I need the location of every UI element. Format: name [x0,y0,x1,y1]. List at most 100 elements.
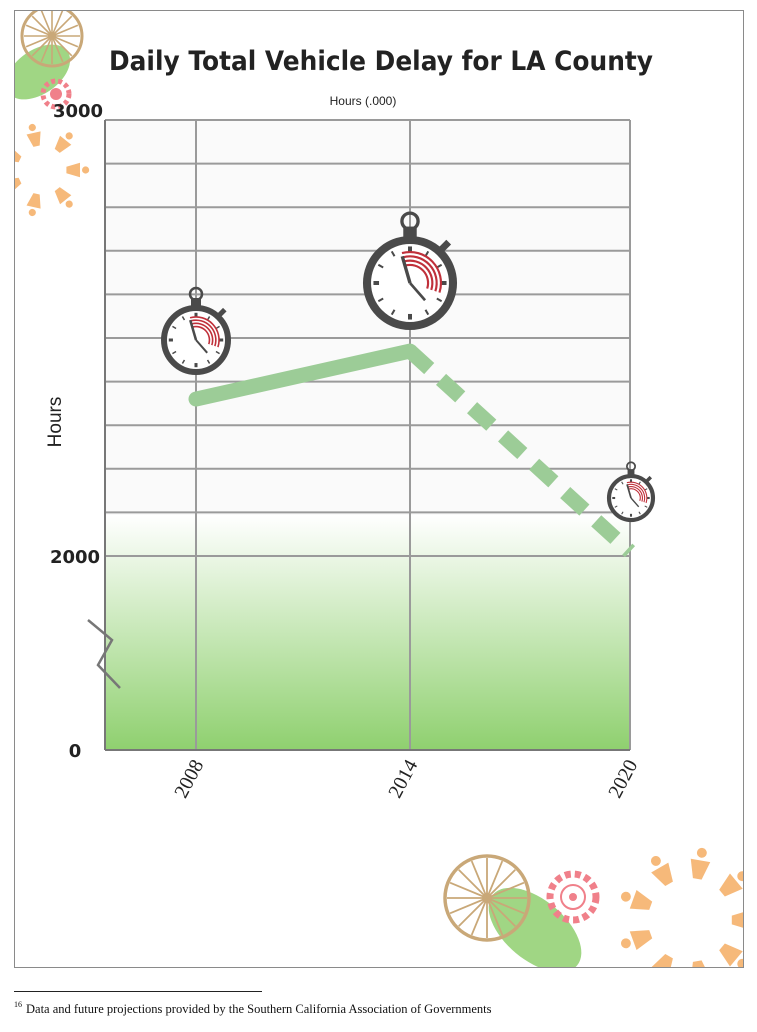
wheel-spoke [51,15,73,37]
person-figure [54,132,73,153]
stopwatch-markers [161,211,656,523]
person-body [651,953,673,967]
wheel-spoke [25,24,53,37]
stopwatch-tick [638,511,641,515]
person-body [26,131,41,147]
person-body [731,910,743,930]
person-head [0,184,8,194]
stopwatch-arc [401,250,443,293]
stopwatch-hand [630,497,640,508]
stopwatch-hand [189,319,198,341]
person-head [65,132,73,140]
person-head [82,166,90,174]
stopwatch-tick [621,481,624,485]
person-head [620,891,631,902]
stopwatch-arc [628,488,641,502]
stopwatch-tick [390,309,396,316]
stopwatch-tick [206,359,211,364]
wheel-spoke [486,881,525,899]
stopwatch-icon [606,461,656,523]
stopwatch-stem [627,469,635,475]
person-figure [650,855,673,887]
person-body [719,943,743,967]
series-segment-solid [188,343,418,407]
x-tick-label: 2014 [384,756,422,802]
x-tick-label: 2020 [604,756,642,802]
person-figure [66,162,90,178]
wheel-spoke [470,860,488,899]
leaf-shape [15,44,71,100]
person-body [54,187,72,205]
wheel-spoke [486,897,504,936]
stopwatch-tick [614,488,618,491]
stopwatch-arc [626,481,648,504]
stopwatch-arc [189,316,220,348]
wheel-spoke [458,869,488,899]
person-head [737,871,743,882]
person-head [65,200,73,208]
grid [104,119,631,751]
stopwatch-ring [188,286,204,302]
person-body [54,135,72,153]
person-figure [690,960,711,967]
stopwatch-hand [400,255,412,284]
stopwatch-tick [181,359,186,364]
stopwatch-arc [402,255,438,292]
person-figure [0,146,22,163]
wheel-spoke [486,897,516,927]
stopwatch-tick [390,250,396,257]
person-head [0,146,8,156]
person-figure [620,930,653,950]
plot-gradient-fill [105,515,630,750]
wheel-spoke [40,35,53,63]
person-figure [620,890,653,910]
gear-icon [546,870,600,924]
person-figure [26,123,41,147]
person-figure [0,177,22,194]
stopwatch-tick [181,316,186,321]
person-figure [649,953,673,986]
wheel-spoke [486,869,516,899]
y-tick-labels: 0 2000 3000 [50,101,103,762]
person-body [651,862,673,887]
wheel-spoke [51,35,64,63]
stopwatch-stem [191,298,201,306]
stopwatch-icon [161,286,231,375]
wheel-spoke [25,35,53,48]
stopwatch-arc [192,325,211,345]
stopwatch-arc [627,483,646,503]
footnote-text: Data and future projections provided by … [26,1002,492,1016]
x-tick-labels: 2008 2014 2020 [170,756,642,802]
decor-bottom-right [443,847,743,986]
stopwatch-tick [377,297,384,303]
wheel-spoke [40,11,53,37]
stopwatch-arc [191,322,214,346]
stopwatch-tick [436,297,443,303]
decor-top-left [0,11,90,217]
stopwatch-icon [362,211,458,331]
stopwatch-arc [190,319,217,347]
wheel-spoke [486,860,504,899]
person-figure [54,187,73,208]
person-body [719,873,743,897]
series-segment-dashed [404,345,636,558]
person-head [696,847,707,858]
person-body [629,890,653,910]
y-axis-break [87,619,121,689]
person-head [650,855,661,866]
person-body [629,930,653,950]
person-figure [719,871,743,897]
stopwatch-tick [644,505,648,508]
person-head [649,972,663,986]
person-figure [731,910,743,930]
person-figure [719,943,743,967]
stopwatch-ring [400,211,420,231]
wheel-icon [20,11,84,68]
stopwatch-stem [403,226,417,238]
series-line [188,343,636,558]
y-tick-label: 3000 [53,101,103,122]
wheel-spoke [51,11,64,37]
stopwatch-tick [621,511,624,515]
person-figure [690,847,711,880]
